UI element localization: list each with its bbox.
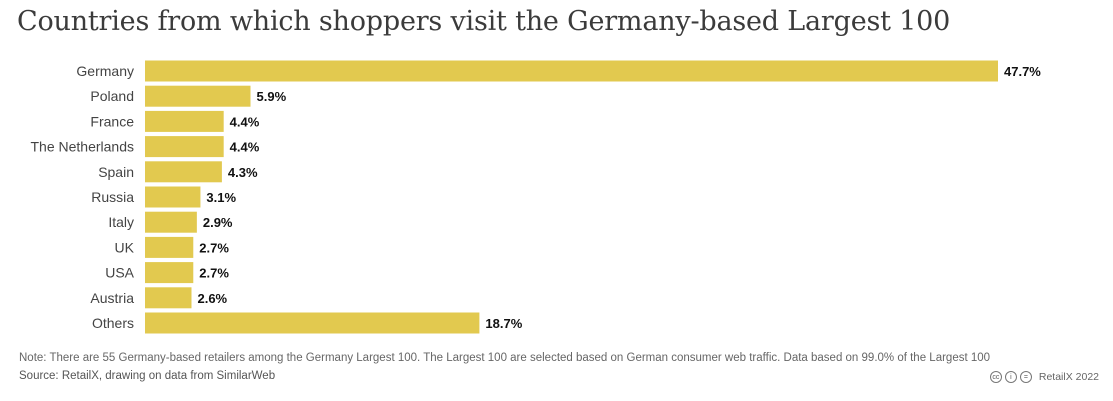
value-label: 5.9% — [257, 89, 287, 104]
value-label: 2.9% — [203, 215, 233, 230]
category-label: Italy — [108, 214, 134, 230]
value-label: 47.7% — [1004, 64, 1041, 79]
bar — [145, 211, 197, 233]
bar — [145, 236, 194, 258]
value-label: 4.4% — [230, 114, 260, 129]
bar — [145, 186, 201, 208]
value-label: 2.6% — [197, 291, 227, 306]
bar — [145, 60, 998, 82]
creative-commons-icon: cc — [989, 371, 1002, 383]
bar — [145, 85, 251, 107]
category-label: France — [90, 113, 134, 129]
no-derivatives-icon: = — [1019, 371, 1032, 383]
value-label: 4.3% — [228, 165, 258, 180]
bar — [145, 110, 224, 132]
category-label: USA — [105, 265, 134, 281]
bar — [145, 262, 194, 284]
bar — [145, 136, 224, 158]
chart-note: Note: There are 55 Germany-based retaile… — [19, 352, 991, 364]
bar — [145, 287, 192, 309]
value-label: 4.4% — [230, 140, 260, 155]
category-label: UK — [115, 239, 135, 255]
value-label: 2.7% — [199, 240, 229, 255]
chart-source: Source: RetailX, drawing on data from Si… — [19, 370, 276, 382]
category-label: The Netherlands — [30, 139, 134, 155]
chart-title: Countries from which shoppers visit the … — [17, 6, 951, 37]
bar — [145, 312, 480, 334]
category-label: Russia — [91, 189, 134, 205]
category-label: Poland — [90, 88, 134, 104]
attribution-icon: i — [1004, 371, 1017, 383]
credit-text: RetailX 2022 — [1038, 371, 1099, 383]
category-label: Spain — [98, 164, 134, 180]
value-label: 2.7% — [199, 266, 229, 281]
bar — [145, 161, 222, 183]
value-label: 18.7% — [485, 316, 522, 331]
bar-chart: Germany 47.7% Poland 5.9% France 4.4% The Neth… — [30, 60, 1041, 334]
category-label: Others — [92, 315, 134, 331]
value-label: 3.1% — [206, 190, 236, 205]
license-footer: cc i = RetailX 2022 — [989, 371, 1099, 383]
category-label: Austria — [90, 290, 134, 306]
category-label: Germany — [76, 63, 134, 79]
